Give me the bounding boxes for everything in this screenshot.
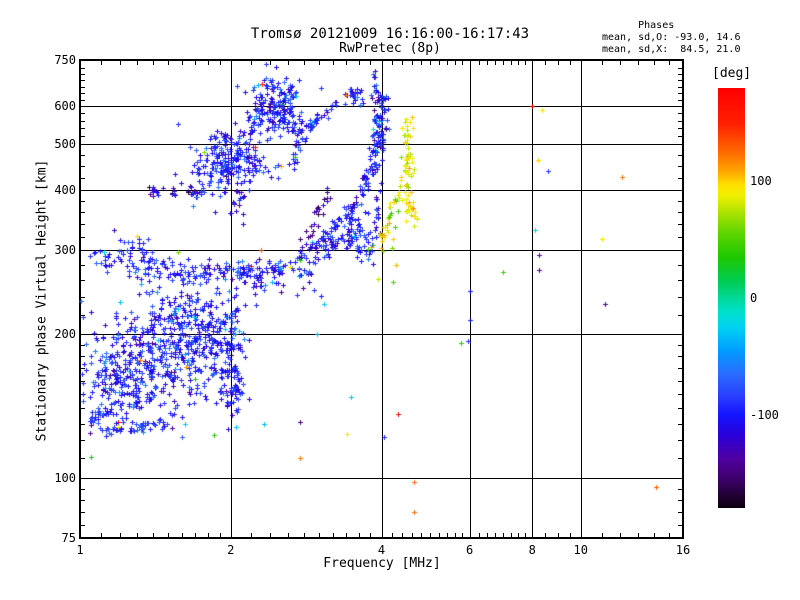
y-axis-label: Stationary phase Virtual Height [km] <box>34 159 50 442</box>
y-tick-label: 600 <box>54 99 76 114</box>
y-tick-label: 75 <box>61 531 76 545</box>
colorbar-unit-label: [deg] <box>712 66 752 81</box>
x-tick-label: 6 <box>466 543 474 557</box>
x-tick-label: 8 <box>528 543 536 557</box>
colorbar <box>718 88 745 508</box>
x-tick-label: 2 <box>227 543 235 557</box>
colorbar-tick-label: 100 <box>750 174 772 189</box>
y-tick-label: 500 <box>54 137 76 152</box>
y-tick-label: 750 <box>54 53 76 67</box>
y-tick-label: 200 <box>54 327 76 342</box>
x-tick-label: 4 <box>377 543 386 557</box>
y-tick-label: 100 <box>54 471 76 486</box>
x-tick-label: 1 <box>76 543 84 557</box>
y-tick-label: 300 <box>54 243 76 258</box>
x-tick-label: 16 <box>675 543 691 557</box>
colorbar-tick-label: 0 <box>750 291 758 305</box>
x-axis-label: Frequency [MHz] <box>323 556 441 571</box>
colorbar-tick-label: -100 <box>750 407 779 422</box>
x-tick-label: 10 <box>573 543 588 557</box>
y-tick-label: 400 <box>54 183 76 198</box>
